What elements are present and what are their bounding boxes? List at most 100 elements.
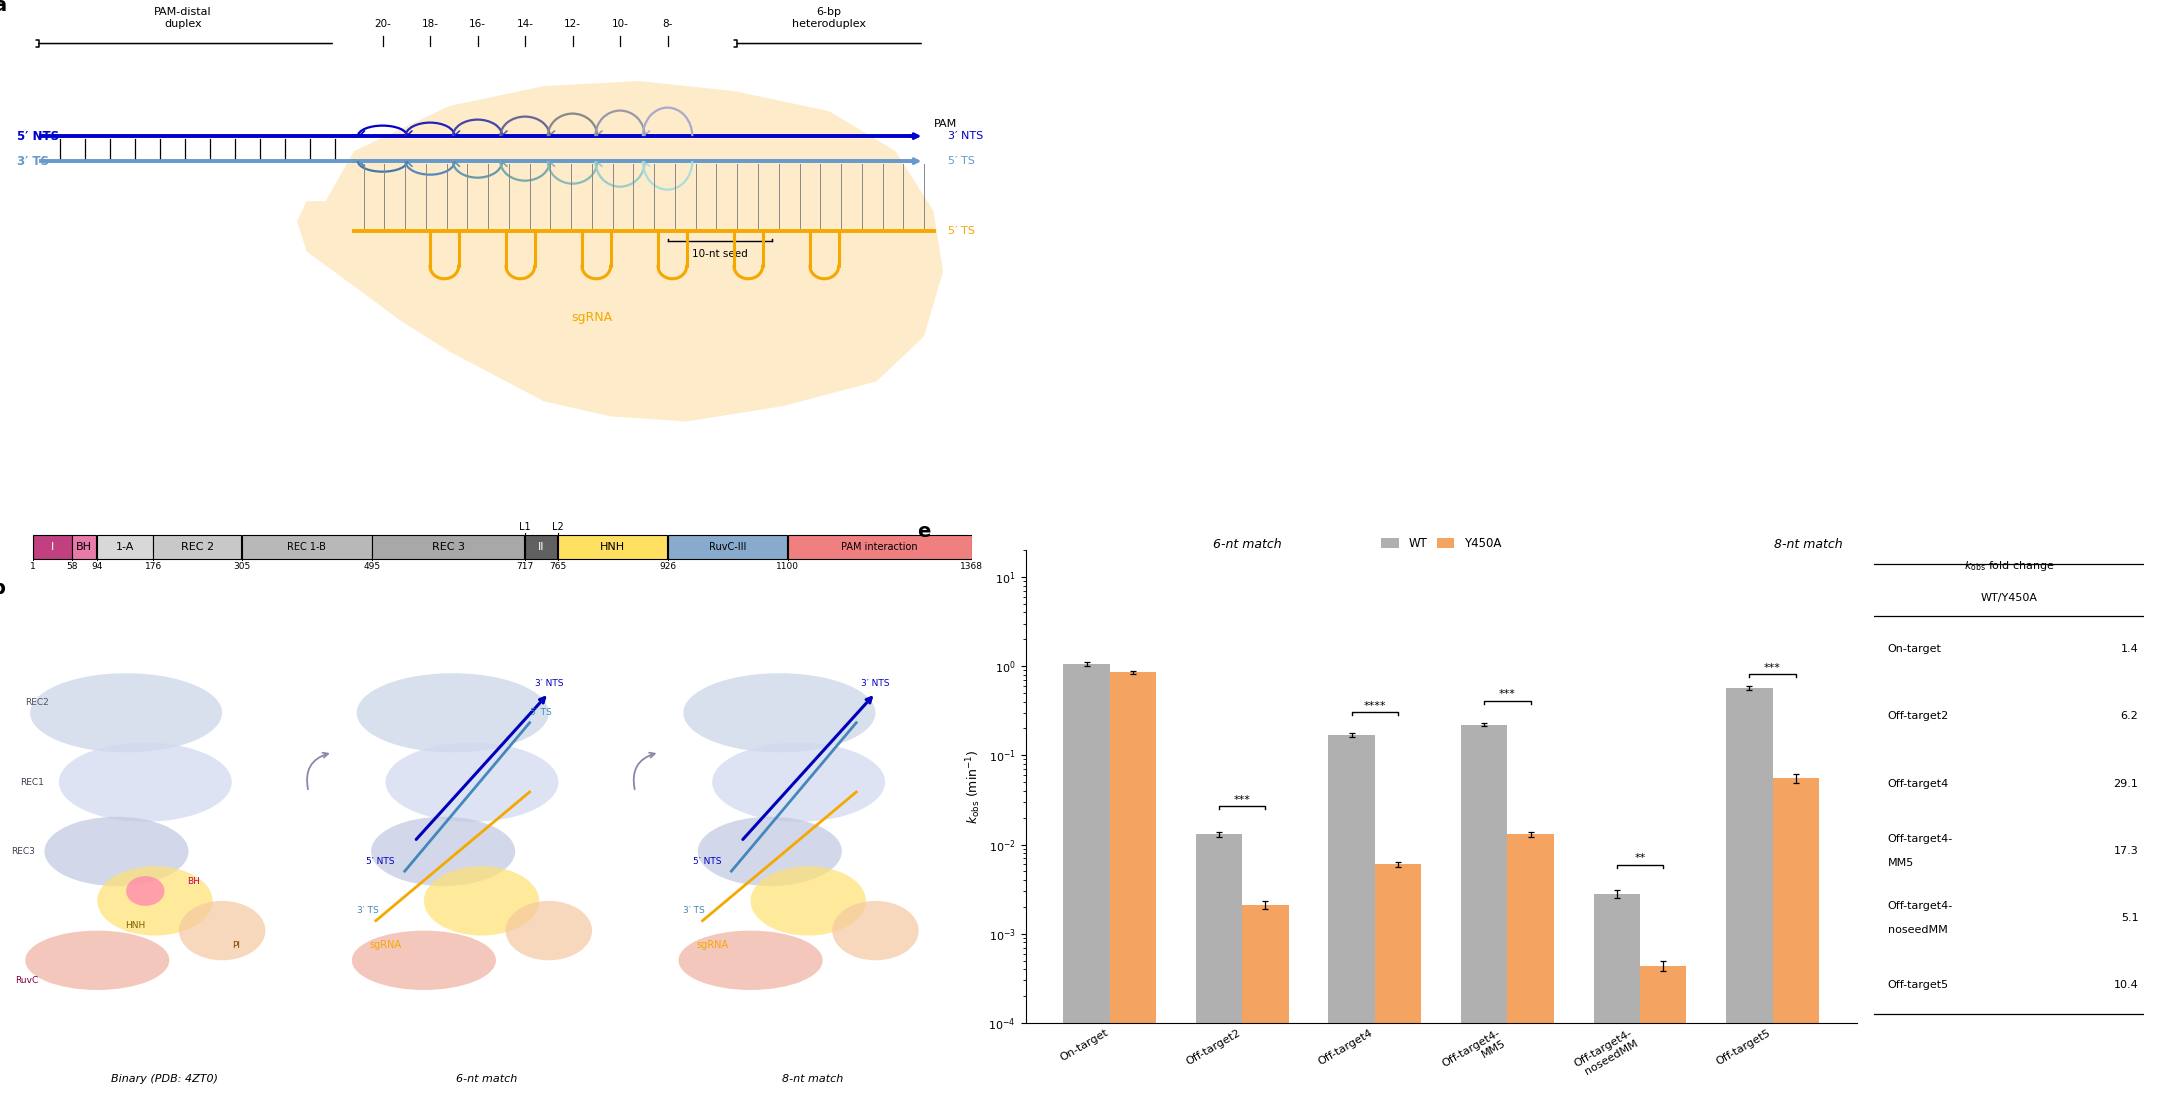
Text: 10.4: 10.4 xyxy=(2114,980,2137,990)
Text: PI: PI xyxy=(233,940,240,950)
Text: 3′ TS: 3′ TS xyxy=(684,906,706,915)
Text: 17.3: 17.3 xyxy=(2114,846,2137,856)
Bar xyxy=(242,536,371,559)
Bar xyxy=(1593,894,1641,1100)
Text: **: ** xyxy=(1634,854,1645,864)
Bar xyxy=(1241,905,1289,1100)
Text: 6.2: 6.2 xyxy=(2120,712,2137,722)
Ellipse shape xyxy=(423,867,540,935)
Text: RuvC: RuvC xyxy=(15,976,39,984)
Text: Off-target5: Off-target5 xyxy=(1887,980,1950,990)
Bar xyxy=(1462,725,1507,1100)
Text: 6-nt match: 6-nt match xyxy=(1213,538,1280,551)
Text: On-target: On-target xyxy=(1887,645,1941,654)
Text: 3′ NTS: 3′ NTS xyxy=(861,679,890,689)
Text: 5′ NTS: 5′ NTS xyxy=(693,857,721,866)
Text: Off-target4: Off-target4 xyxy=(1887,779,1950,789)
Bar xyxy=(667,536,786,559)
Text: ****: **** xyxy=(1364,701,1386,711)
Text: a: a xyxy=(0,0,6,15)
Text: sgRNA: sgRNA xyxy=(570,311,613,324)
Ellipse shape xyxy=(97,867,212,935)
Text: HNH: HNH xyxy=(600,542,626,552)
Text: Binary (PDB: 4ZT0): Binary (PDB: 4ZT0) xyxy=(110,1074,218,1085)
Text: REC 1-B: REC 1-B xyxy=(287,542,326,552)
Text: 3′ NTS: 3′ NTS xyxy=(948,131,982,141)
Text: RuvC-III: RuvC-III xyxy=(708,542,747,552)
Text: REC2: REC2 xyxy=(26,698,50,707)
Bar xyxy=(1507,835,1554,1100)
Bar xyxy=(1773,779,1818,1100)
Ellipse shape xyxy=(751,867,866,935)
Bar xyxy=(32,536,71,559)
Ellipse shape xyxy=(697,816,842,887)
Text: I: I xyxy=(50,542,54,552)
Text: b: b xyxy=(0,579,6,598)
Text: 16-: 16- xyxy=(469,19,486,29)
Text: 5′ TS: 5′ TS xyxy=(948,227,974,236)
Text: e: e xyxy=(918,521,931,540)
Ellipse shape xyxy=(678,931,823,990)
Text: 10-: 10- xyxy=(611,19,628,29)
Text: 8-nt match: 8-nt match xyxy=(782,1074,844,1085)
Text: MM5: MM5 xyxy=(1887,858,1913,868)
Text: 1: 1 xyxy=(30,562,37,572)
Bar xyxy=(1727,688,1773,1100)
Ellipse shape xyxy=(371,816,516,887)
Ellipse shape xyxy=(712,742,885,822)
Text: ***: *** xyxy=(1498,690,1516,700)
Bar xyxy=(788,536,972,559)
Text: 926: 926 xyxy=(658,562,676,572)
Text: L2: L2 xyxy=(553,522,563,532)
Text: 10-nt seed: 10-nt seed xyxy=(691,249,747,258)
Text: 305: 305 xyxy=(233,562,250,572)
Text: 8-nt match: 8-nt match xyxy=(1775,538,1842,551)
Text: noseedMM: noseedMM xyxy=(1887,925,1947,935)
Bar xyxy=(1641,966,1686,1100)
Text: 6-nt match: 6-nt match xyxy=(456,1074,516,1085)
Ellipse shape xyxy=(831,901,920,960)
Text: 14-: 14- xyxy=(516,19,533,29)
Text: 29.1: 29.1 xyxy=(2114,779,2137,789)
Text: 3′ TS: 3′ TS xyxy=(17,155,50,167)
Text: ***: *** xyxy=(1233,794,1250,804)
Text: 3′ NTS: 3′ NTS xyxy=(535,679,563,689)
Bar xyxy=(557,536,667,559)
Bar xyxy=(71,536,97,559)
Text: PAM-distal
duplex: PAM-distal duplex xyxy=(153,7,212,29)
Text: 495: 495 xyxy=(363,562,380,572)
Ellipse shape xyxy=(352,931,497,990)
Bar xyxy=(153,536,242,559)
Text: ***: *** xyxy=(1764,663,1781,673)
Text: HNH: HNH xyxy=(125,921,147,931)
Text: L1: L1 xyxy=(518,522,531,532)
Text: 1.4: 1.4 xyxy=(2120,645,2137,654)
Bar xyxy=(97,536,153,559)
Text: 5′ NTS: 5′ NTS xyxy=(17,130,58,143)
Bar xyxy=(1328,735,1375,1100)
Text: 18-: 18- xyxy=(421,19,438,29)
Ellipse shape xyxy=(356,673,548,752)
Text: WT/Y450A: WT/Y450A xyxy=(1980,593,2038,603)
Text: PAM: PAM xyxy=(933,119,956,129)
Text: 20-: 20- xyxy=(374,19,391,29)
Text: $k_{\rm obs}$ fold change: $k_{\rm obs}$ fold change xyxy=(1963,560,2055,573)
Ellipse shape xyxy=(125,876,164,906)
Ellipse shape xyxy=(58,742,231,822)
Ellipse shape xyxy=(45,816,188,887)
Text: 1368: 1368 xyxy=(961,562,982,572)
Polygon shape xyxy=(298,81,943,421)
Text: 5.1: 5.1 xyxy=(2120,913,2137,923)
Text: sgRNA: sgRNA xyxy=(695,940,728,950)
Y-axis label: $k_{\rm obs}$ (min$^{-1}$): $k_{\rm obs}$ (min$^{-1}$) xyxy=(965,749,982,824)
Text: 3′ TS: 3′ TS xyxy=(356,906,378,915)
Text: BH: BH xyxy=(188,877,201,886)
Text: REC 3: REC 3 xyxy=(432,542,464,552)
Ellipse shape xyxy=(505,901,592,960)
Text: sgRNA: sgRNA xyxy=(369,940,402,950)
Bar xyxy=(525,536,557,559)
Text: Off-target4-: Off-target4- xyxy=(1887,901,1952,911)
Text: 94: 94 xyxy=(91,562,104,572)
Text: Off-target4-: Off-target4- xyxy=(1887,834,1952,844)
Text: 717: 717 xyxy=(516,562,533,572)
